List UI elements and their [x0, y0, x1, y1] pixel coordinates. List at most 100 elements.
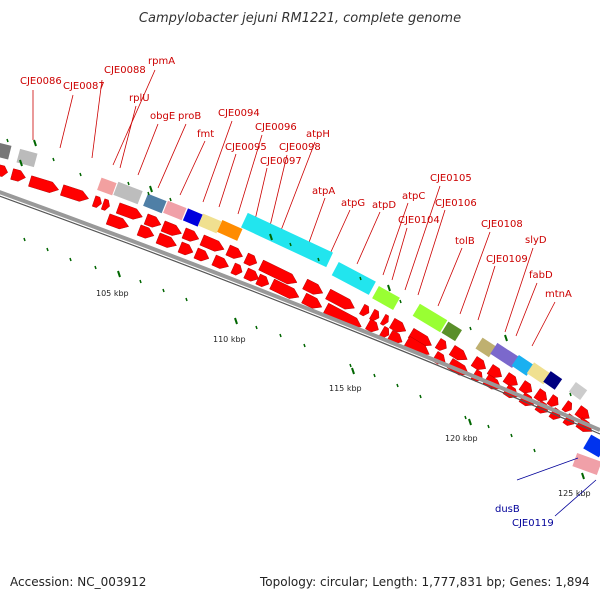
gene-label: atpG [341, 198, 365, 209]
label-leader [404, 185, 441, 291]
cds-arrow [143, 213, 162, 228]
cds-arrow [60, 184, 89, 202]
feature-block [526, 362, 551, 385]
label-leader [382, 202, 409, 276]
label-leader [269, 154, 288, 227]
label-leader [417, 209, 446, 296]
tick-mark [169, 197, 172, 202]
feature-block [583, 434, 600, 458]
gene-label: CJE0098 [279, 142, 321, 153]
tick-mark [139, 279, 142, 284]
label-leader [516, 457, 579, 481]
gene-label: fmt [197, 129, 214, 140]
tick-label: 115 kbp [329, 384, 362, 393]
tick-mark [468, 418, 472, 426]
tick-mark [510, 433, 513, 438]
label-leader [554, 479, 597, 517]
cds-arrow [181, 227, 200, 242]
tick-mark [373, 373, 376, 378]
feature-blocks [0, 142, 600, 476]
gene-label: CJE0094 [218, 108, 260, 119]
feature-block [241, 212, 333, 268]
gene-label: CJE0104 [398, 215, 440, 226]
tick-mark [396, 383, 399, 388]
tick-label: 110 kbp [213, 335, 246, 344]
genome-summary-text: Topology: circular; Length: 1,777,831 bp… [259, 575, 590, 589]
feature-block [412, 303, 448, 333]
tick-label: 125 kbp [558, 489, 591, 498]
label-leader [437, 247, 463, 307]
tick-mark [569, 392, 572, 397]
label-leader [329, 209, 351, 255]
gene-label: CJE0109 [486, 254, 528, 265]
label-leader [279, 141, 316, 234]
cds-arrow [255, 273, 270, 287]
tick-mark [464, 415, 467, 420]
gene-label: CJE0088 [104, 65, 146, 76]
cds-arrows [0, 164, 593, 432]
gene-labels-forward: CJE0086 CJE0087 CJE0088 rpmA rplU obgE p… [20, 56, 572, 300]
tick-mark [185, 297, 188, 302]
cds-arrow [502, 372, 518, 387]
cds-arrow [359, 303, 370, 317]
cds-arrow [160, 220, 182, 236]
feature-block [331, 261, 376, 295]
tick-mark [255, 325, 258, 330]
feature-block [475, 337, 496, 358]
tick-mark [19, 159, 23, 167]
tick-mark [94, 265, 97, 270]
tick-mark [6, 138, 9, 143]
cds-arrow [365, 318, 379, 333]
label-leader [477, 265, 496, 321]
feature-block [217, 220, 243, 241]
backbone-shadow [0, 195, 600, 435]
scale-labels: 105 kbp 110 kbp 115 kbp 120 kbp 125 kbp [96, 289, 591, 498]
cds-arrow [10, 168, 26, 182]
tick-mark [147, 191, 150, 196]
cds-arrow [243, 267, 259, 282]
cds-arrow [518, 380, 533, 394]
tick-mark [33, 139, 37, 147]
feature-block [16, 148, 38, 168]
label-leader [157, 123, 187, 189]
cds-arrow [470, 356, 486, 371]
cds-arrow [448, 345, 468, 361]
feature-block [97, 177, 117, 196]
genome-backbone [0, 190, 600, 435]
label-leader [504, 247, 534, 333]
tick-mark [234, 317, 238, 325]
cds-arrow [115, 202, 143, 220]
label-leader [237, 134, 263, 215]
gene-label: rplU [129, 93, 150, 104]
label-leaders [32, 69, 556, 347]
tick-mark [359, 276, 362, 281]
feature-block [182, 208, 203, 227]
cds-arrow [378, 325, 390, 339]
cds-arrow [369, 308, 380, 322]
gene-label: CJE0095 [225, 142, 267, 153]
feature-block [372, 286, 400, 310]
gene-label: atpC [402, 191, 425, 202]
feature-block [163, 200, 187, 221]
gene-label: obgE [150, 111, 175, 122]
gene-label: atpA [312, 186, 335, 197]
cds-arrow [546, 394, 559, 407]
label-leader [218, 153, 237, 208]
feature-block [198, 213, 222, 234]
label-leader [515, 282, 538, 337]
gene-label: CJE0108 [481, 219, 523, 230]
tick-mark [289, 242, 292, 247]
feature-block [543, 371, 563, 390]
label-leader [91, 79, 103, 159]
cds-arrow [211, 254, 229, 269]
cds-arrow [574, 405, 590, 420]
gene-label: rpmA [148, 56, 175, 67]
tick-mark [279, 333, 282, 338]
cds-arrow [302, 278, 324, 295]
cds-arrow [325, 288, 355, 310]
label-leader [356, 211, 381, 265]
label-leader [179, 140, 206, 196]
cds-arrow [199, 234, 225, 252]
cds-arrow [379, 313, 389, 326]
